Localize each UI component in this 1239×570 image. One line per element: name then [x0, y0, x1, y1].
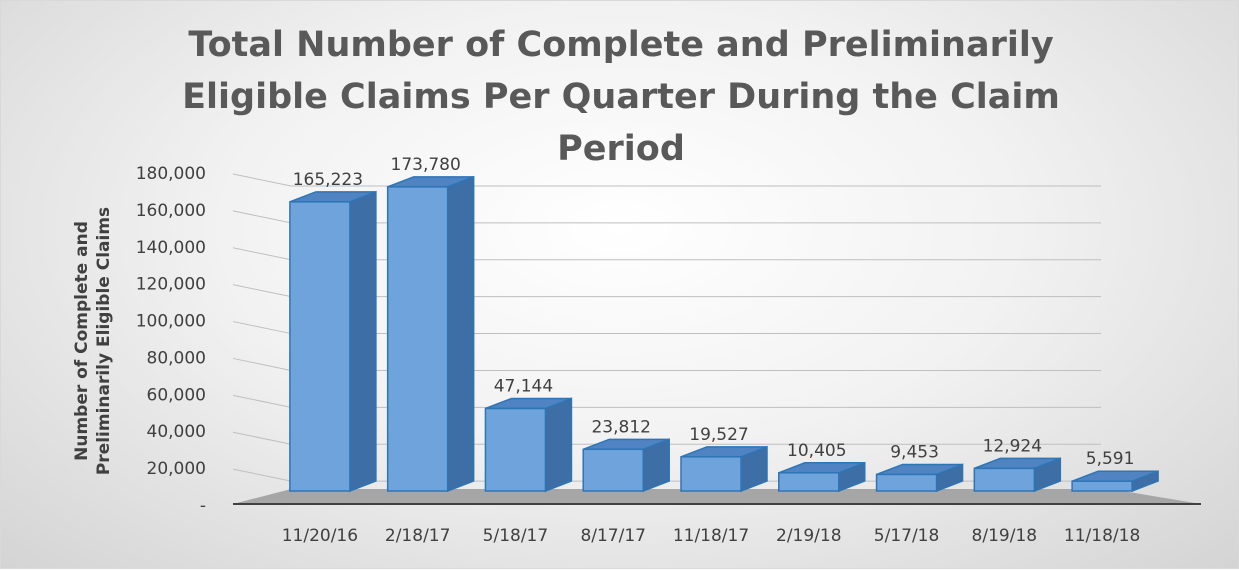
x-tick-label: 11/18/18	[1064, 526, 1140, 546]
value-label: 173,780	[391, 155, 461, 175]
y-tick-label: -	[200, 496, 206, 516]
value-label: 9,453	[890, 442, 939, 462]
value-label: 12,924	[983, 436, 1042, 456]
y-tick-label: 140,000	[136, 238, 206, 258]
value-label: 10,405	[787, 441, 846, 461]
bar	[582, 448, 644, 492]
value-label: 165,223	[293, 170, 363, 190]
y-tick-label: 60,000	[147, 385, 206, 405]
y-tick-label: 40,000	[147, 422, 206, 442]
bar	[875, 473, 938, 492]
x-tick-label: 5/17/18	[874, 526, 940, 546]
x-tick-label: 8/19/18	[972, 526, 1038, 546]
floor	[233, 489, 1201, 504]
y-tick-label: 120,000	[136, 275, 206, 295]
grid-line	[232, 173, 1101, 187]
bar-side	[349, 190, 377, 493]
x-tick-label: 11/18/17	[673, 526, 749, 546]
value-label: 5,591	[1086, 449, 1135, 469]
bar	[680, 456, 742, 492]
y-tick-label: 20,000	[147, 459, 206, 479]
bar	[973, 467, 1036, 492]
y-tick-label: 180,000	[136, 164, 206, 184]
value-label: 47,144	[494, 376, 553, 396]
bar	[289, 201, 351, 492]
y-tick-label: 160,000	[136, 201, 206, 221]
x-tick-label: 11/20/16	[282, 526, 358, 546]
bar-side	[544, 397, 573, 493]
bar	[484, 407, 547, 492]
bar-side	[446, 175, 475, 493]
bar	[778, 472, 840, 492]
y-tick-label: 100,000	[136, 312, 206, 332]
x-tick-label: 2/18/17	[385, 526, 451, 546]
value-label: 23,812	[591, 417, 650, 437]
chart-title: Total Number of Complete and Preliminari…	[182, 25, 1060, 169]
y-tick-label: 80,000	[147, 348, 206, 368]
x-tick-label: 2/19/18	[776, 526, 842, 546]
bar	[386, 186, 449, 492]
x-tick-label: 5/18/17	[483, 526, 549, 546]
bar	[1071, 480, 1133, 492]
x-tick-label: 8/17/17	[580, 526, 646, 546]
value-label: 19,527	[689, 425, 748, 445]
